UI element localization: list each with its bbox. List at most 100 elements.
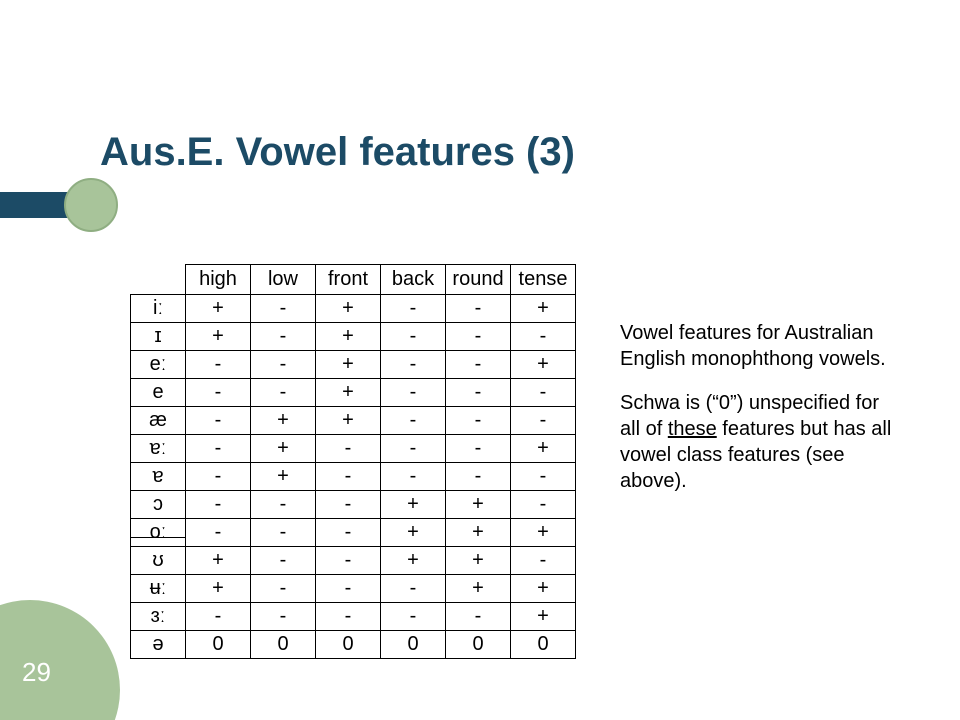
table-row: ɐ-+---- <box>131 463 576 491</box>
corner-decoration <box>0 600 120 720</box>
table-row: ʉː+---++ <box>131 575 576 603</box>
table-header-row: high low front back round tense <box>131 265 576 295</box>
page-title: Aus.E. Vowel features (3) <box>100 130 575 175</box>
cell: - <box>251 603 316 631</box>
cell: - <box>186 519 251 547</box>
cell: + <box>316 351 381 379</box>
cell: - <box>511 463 576 491</box>
col-high: high <box>186 265 251 295</box>
caption: Vowel features for Australian English mo… <box>620 320 900 512</box>
cell: - <box>186 463 251 491</box>
cell: + <box>186 295 251 323</box>
cell: - <box>251 323 316 351</box>
corner-shape-icon <box>0 600 120 720</box>
col-round: round <box>446 265 511 295</box>
cell: + <box>186 575 251 603</box>
page-number: 29 <box>22 657 51 688</box>
cell: - <box>511 323 576 351</box>
vowel-feature-table: high low front back round tense iː+-+--+… <box>130 264 576 659</box>
cell: + <box>316 323 381 351</box>
cell: + <box>446 491 511 519</box>
cell: - <box>316 519 381 547</box>
cell: - <box>251 547 316 575</box>
caption-p1: Vowel features for Australian English mo… <box>620 320 900 372</box>
cell: 0 <box>251 631 316 659</box>
feature-table: high low front back round tense iː+-+--+… <box>130 264 576 659</box>
col-front: front <box>316 265 381 295</box>
cell: + <box>381 547 446 575</box>
cell: - <box>251 379 316 407</box>
cell: + <box>251 463 316 491</box>
table-row: eː--+--+ <box>131 351 576 379</box>
cell: - <box>381 463 446 491</box>
cell: + <box>381 491 446 519</box>
cell: 0 <box>511 631 576 659</box>
cell: - <box>511 547 576 575</box>
cell: + <box>446 519 511 547</box>
table-row: ʊ+--++- <box>131 547 576 575</box>
table-row: ɔ---++- <box>131 491 576 519</box>
cell: - <box>381 351 446 379</box>
cell: + <box>251 407 316 435</box>
cell: - <box>316 463 381 491</box>
cell: + <box>186 547 251 575</box>
table-row: iː+-+--+ <box>131 295 576 323</box>
caption-p2: Schwa is (“0”) unspecified for all of th… <box>620 390 900 494</box>
cell: - <box>381 603 446 631</box>
cell: - <box>316 435 381 463</box>
cell: - <box>446 295 511 323</box>
cell: + <box>316 295 381 323</box>
bullet-circle-icon <box>64 178 118 232</box>
cell: - <box>381 295 446 323</box>
cell: - <box>316 575 381 603</box>
cell: - <box>186 603 251 631</box>
cell: - <box>251 519 316 547</box>
cell: + <box>511 519 576 547</box>
cell: - <box>511 407 576 435</box>
cell: - <box>186 379 251 407</box>
col-low: low <box>251 265 316 295</box>
row-label: eː <box>131 351 186 379</box>
cell: - <box>316 491 381 519</box>
row-label: e <box>131 379 186 407</box>
cell: + <box>511 351 576 379</box>
cell: - <box>186 435 251 463</box>
col-tense: tense <box>511 265 576 295</box>
cell: - <box>511 491 576 519</box>
cell: - <box>316 547 381 575</box>
caption-p2-underline: these <box>668 418 717 440</box>
table-row: ɐː-+---+ <box>131 435 576 463</box>
table-row: æ-++--- <box>131 407 576 435</box>
table-row: e--+--- <box>131 379 576 407</box>
cell: - <box>251 295 316 323</box>
table-corner <box>130 537 186 659</box>
cell: - <box>511 379 576 407</box>
slide: Aus.E. Vowel features (3) high low front… <box>0 0 960 720</box>
cell: - <box>381 575 446 603</box>
cell: - <box>446 435 511 463</box>
cell: - <box>446 323 511 351</box>
cell: + <box>446 547 511 575</box>
cell: + <box>511 603 576 631</box>
table-row: oː---+++ <box>131 519 576 547</box>
cell: - <box>251 351 316 379</box>
cell: 0 <box>316 631 381 659</box>
cell: 0 <box>381 631 446 659</box>
table-row: ɜː-----+ <box>131 603 576 631</box>
cell: - <box>446 463 511 491</box>
cell: + <box>511 435 576 463</box>
cell: + <box>446 575 511 603</box>
cell: + <box>186 323 251 351</box>
cell: - <box>381 323 446 351</box>
cell: - <box>446 379 511 407</box>
table-row: ə000000 <box>131 631 576 659</box>
row-label: ɔ <box>131 491 186 519</box>
row-label: iː <box>131 295 186 323</box>
cell: - <box>381 435 446 463</box>
cell: - <box>381 379 446 407</box>
row-label: æ <box>131 407 186 435</box>
cell: - <box>446 407 511 435</box>
cell: - <box>186 407 251 435</box>
cell: - <box>251 575 316 603</box>
cell: - <box>251 491 316 519</box>
